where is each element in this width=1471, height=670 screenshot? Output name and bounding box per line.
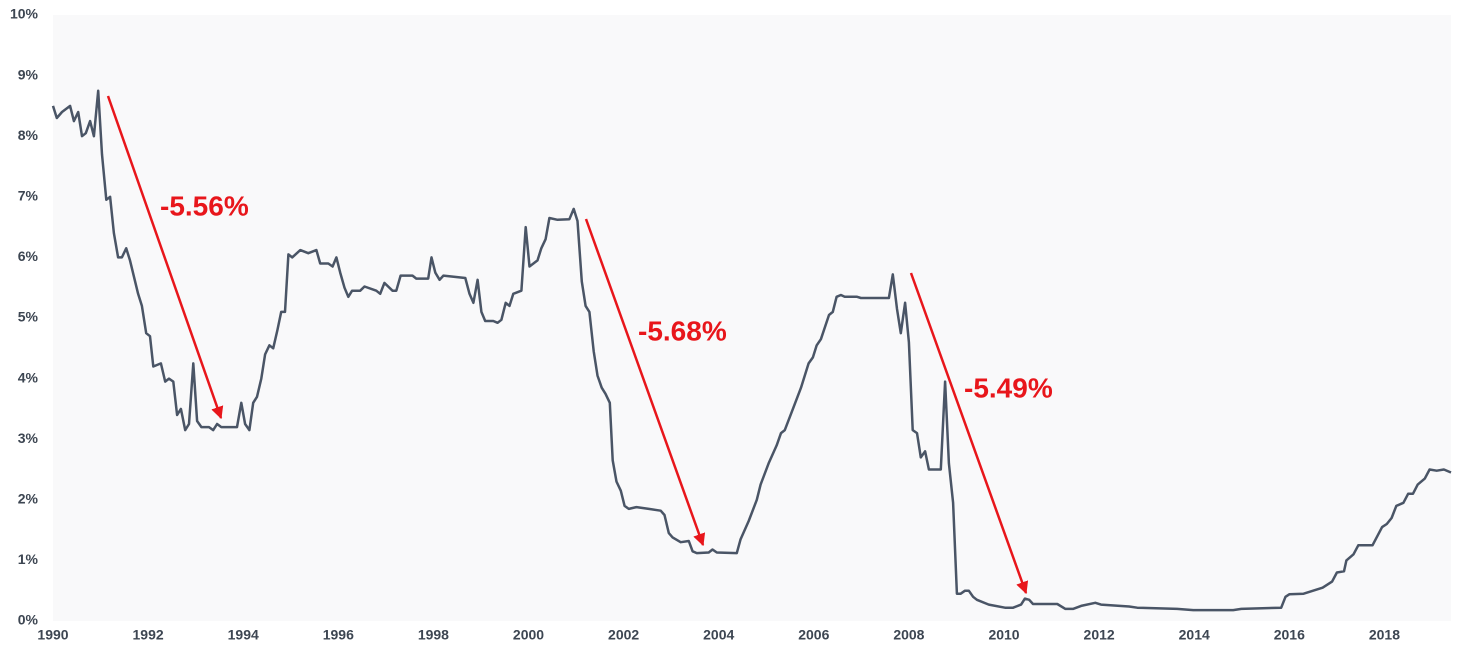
y-tick-label: 4% [18, 369, 39, 385]
y-tick-label: 1% [18, 551, 39, 567]
annotation: -5.56% [160, 190, 249, 221]
y-tick-label: 7% [18, 188, 39, 204]
x-tick-label: 2012 [1084, 627, 1115, 643]
x-tick-label: 1994 [228, 627, 259, 643]
x-tick-label: 2006 [798, 627, 829, 643]
y-tick-label: 8% [18, 127, 39, 143]
x-tick-label: 1990 [37, 627, 68, 643]
y-tick-label: 5% [18, 309, 39, 325]
annotation: -5.49% [964, 372, 1053, 403]
x-tick-label: 1996 [323, 627, 354, 643]
line-series [51, 89, 1452, 612]
y-tick-label: 9% [18, 66, 39, 82]
y-tick-label: 2% [18, 491, 39, 507]
x-tick-label: 2000 [513, 627, 544, 643]
y-tick-label: 0% [18, 612, 39, 628]
x-tick-label: 2014 [1179, 627, 1210, 643]
y-tick-label: 3% [18, 430, 39, 446]
x-tick-label: 2010 [988, 627, 1019, 643]
x-tick-label: 2008 [893, 627, 924, 643]
annotation: -5.68% [638, 315, 727, 346]
plot-area [53, 15, 1451, 621]
annotation-arrow [106, 95, 224, 420]
x-tick-label: 2018 [1369, 627, 1400, 643]
x-tick-label: 1992 [133, 627, 164, 643]
x-tick-label: 1998 [418, 627, 449, 643]
annotation-arrow [909, 272, 1029, 595]
x-tick-label: 2004 [703, 627, 734, 643]
y-tick-label: 6% [18, 248, 39, 264]
x-tick-label: 2016 [1274, 627, 1305, 643]
y-tick-label: 10% [10, 6, 39, 22]
annotation-arrow [584, 218, 706, 547]
x-tick-label: 2002 [608, 627, 639, 643]
